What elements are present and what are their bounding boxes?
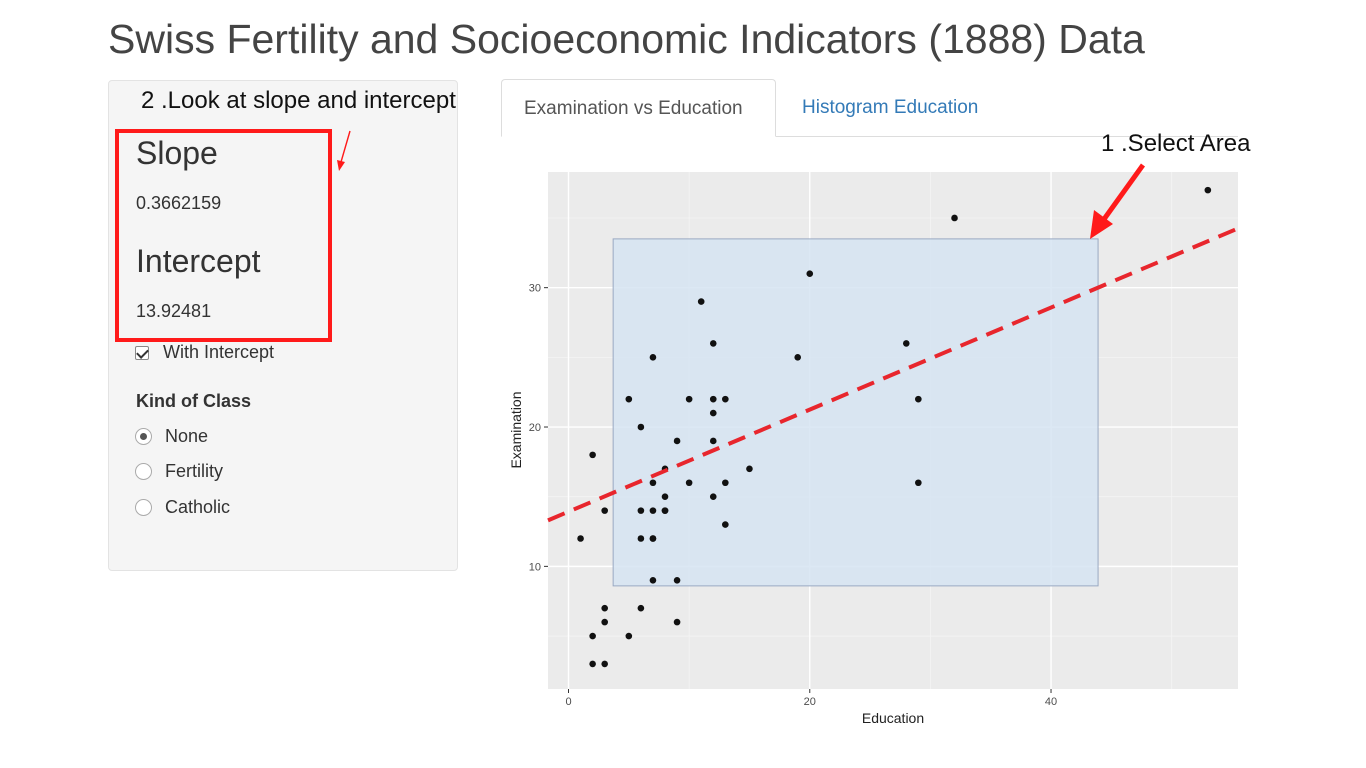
data-point	[649, 535, 657, 542]
data-point	[709, 437, 717, 445]
y-axis-label: Examination	[508, 391, 524, 468]
radio-catholic[interactable]: Catholic	[135, 497, 230, 518]
radio-label: None	[165, 426, 209, 446]
data-point	[915, 479, 922, 487]
radio-label: Fertility	[165, 461, 223, 481]
data-point	[722, 521, 729, 528]
with-intercept-checkbox[interactable]: With Intercept	[135, 342, 274, 363]
data-point	[637, 507, 645, 514]
data-point	[661, 493, 669, 500]
checkbox-checked-icon[interactable]	[135, 345, 149, 360]
slope-heading: Slope	[136, 135, 218, 171]
data-point	[722, 479, 729, 487]
data-point	[673, 618, 681, 626]
slope-value: 0.3662159	[136, 193, 222, 213]
sidebar-panel: Slope 0.3662159 Intercept 13.92481 With …	[108, 80, 458, 571]
data-point	[709, 493, 717, 500]
data-point	[673, 437, 681, 445]
radio-unselected-icon[interactable]	[135, 499, 152, 516]
radio-fertility[interactable]: Fertility	[135, 461, 223, 482]
data-point	[915, 395, 922, 403]
data-point	[649, 354, 657, 361]
data-point	[601, 604, 608, 612]
data-point	[601, 507, 608, 514]
data-point	[709, 409, 717, 417]
brush-selection-rect[interactable]	[612, 238, 1099, 587]
tab-bar: Examination vs Education Histogram Educa…	[501, 79, 1238, 137]
data-point	[637, 604, 645, 612]
radio-none[interactable]: None	[135, 426, 208, 447]
x-tick-label: 20	[804, 696, 816, 708]
data-point	[722, 395, 729, 403]
data-point	[709, 395, 717, 403]
y-tick-label: 30	[529, 283, 541, 295]
intercept-heading: Intercept	[136, 243, 261, 279]
data-point	[673, 577, 681, 584]
data-point	[649, 507, 657, 514]
radio-unselected-icon[interactable]	[135, 463, 152, 480]
data-point	[625, 395, 633, 403]
data-point	[697, 298, 705, 305]
regression-line	[547, 226, 1239, 523]
radio-selected-icon[interactable]	[135, 428, 152, 445]
annotation-step1: 1 .Select Area	[1101, 130, 1251, 157]
data-point	[589, 632, 596, 640]
kind-of-class-label: Kind of Class	[136, 391, 252, 411]
with-intercept-label: With Intercept	[163, 342, 275, 362]
data-point	[589, 451, 596, 459]
data-point	[601, 660, 608, 668]
radio-label: Catholic	[165, 497, 231, 517]
data-point	[589, 660, 596, 668]
data-point	[1204, 186, 1212, 194]
x-tick-label: 0	[565, 696, 571, 708]
page-title: Swiss Fertility and Socioeconomic Indica…	[108, 16, 1145, 62]
data-point	[951, 214, 958, 222]
data-point	[649, 479, 657, 487]
data-point	[685, 479, 693, 487]
x-tick-label: 40	[1045, 696, 1057, 708]
data-point	[649, 577, 657, 584]
intercept-value: 13.92481	[136, 301, 212, 321]
annotation-step2: 2 .Look at slope and intercept	[141, 87, 456, 114]
y-tick-label: 20	[529, 422, 541, 434]
tab-histogram-education[interactable]: Histogram Education	[802, 97, 979, 118]
data-point	[637, 423, 645, 431]
data-point	[625, 632, 633, 640]
data-point	[637, 535, 645, 542]
data-point	[746, 465, 753, 473]
data-point	[601, 618, 608, 626]
data-point	[902, 340, 910, 347]
tab-examination-vs-education[interactable]: Examination vs Education	[501, 79, 776, 137]
data-point	[806, 270, 814, 278]
data-point	[685, 395, 693, 403]
arrow-step2	[337, 130, 351, 171]
data-point	[661, 507, 669, 514]
arrow-step1	[1090, 163, 1146, 239]
y-tick-label: 10	[529, 561, 541, 573]
x-axis-label: Education	[862, 710, 924, 726]
data-point	[709, 340, 717, 347]
data-point	[577, 535, 584, 542]
data-point	[794, 354, 802, 361]
